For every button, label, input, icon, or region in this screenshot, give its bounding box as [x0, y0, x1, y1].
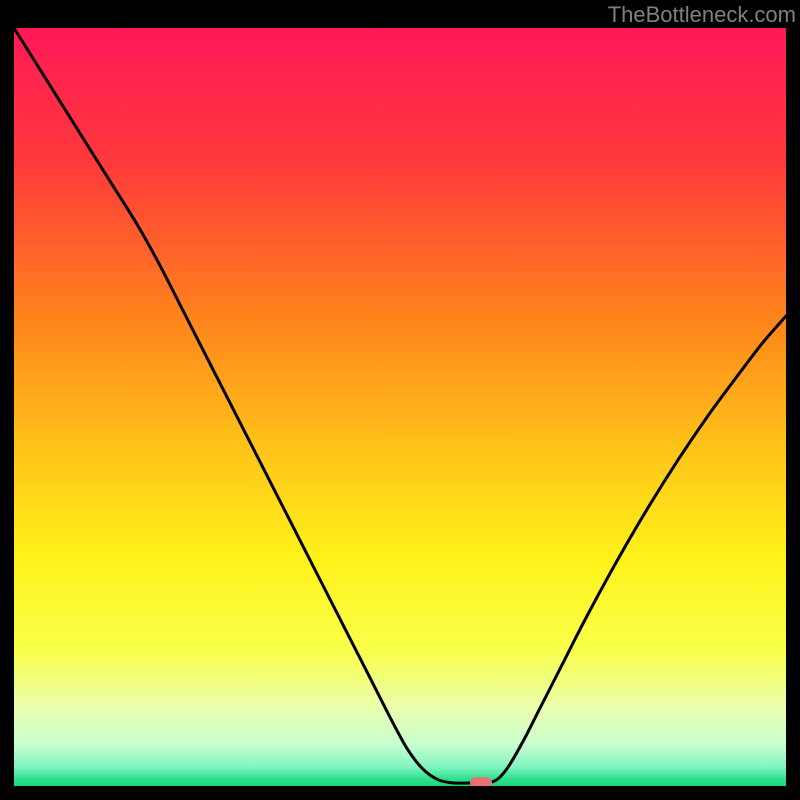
gradient-background: [14, 28, 786, 786]
plot-svg: [14, 28, 786, 786]
plot-area: [14, 28, 786, 786]
chart-container: TheBottleneck.com: [0, 0, 800, 800]
minimum-marker: [470, 777, 492, 786]
attribution-label: TheBottleneck.com: [608, 2, 796, 28]
